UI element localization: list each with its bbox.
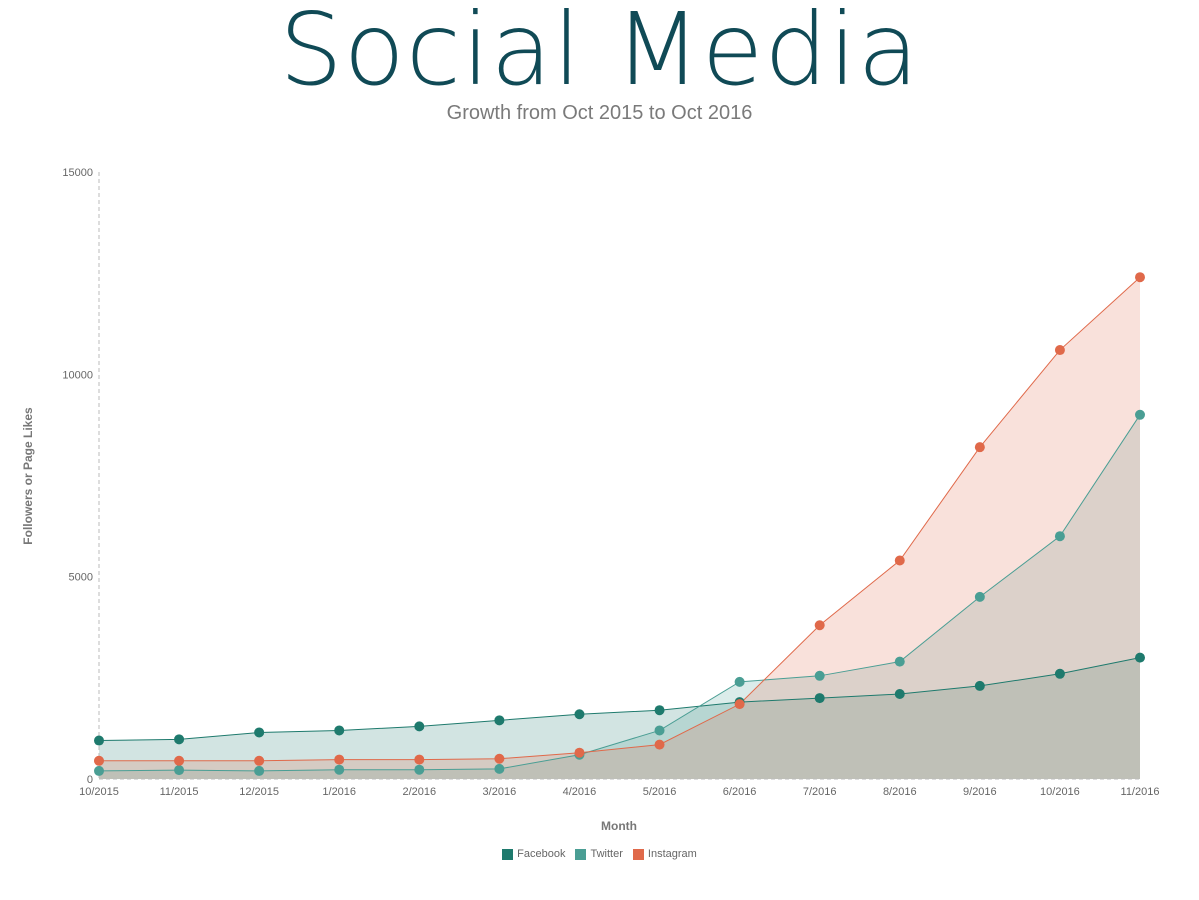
x-tick-label-2-2016: 2/2016 bbox=[402, 786, 436, 798]
point-twitter-6-2016[interactable] bbox=[734, 676, 745, 687]
point-twitter-10-2016[interactable] bbox=[1054, 531, 1065, 542]
y-tick-label-5000: 5000 bbox=[69, 572, 93, 584]
point-facebook-11-2015[interactable] bbox=[174, 734, 185, 745]
point-instagram-8-2016[interactable] bbox=[894, 555, 905, 566]
point-instagram-5-2016[interactable] bbox=[654, 739, 665, 750]
point-facebook-8-2016[interactable] bbox=[894, 689, 905, 700]
point-instagram-11-2016[interactable] bbox=[1135, 272, 1145, 283]
point-twitter-7-2016[interactable] bbox=[814, 670, 825, 681]
y-tick-label-15000: 15000 bbox=[62, 167, 93, 179]
x-tick-label-1-2016: 1/2016 bbox=[322, 786, 356, 798]
legend-item-facebook[interactable]: Facebook bbox=[502, 848, 565, 860]
series-points bbox=[94, 272, 1145, 776]
x-tick-label-5-2016: 5/2016 bbox=[643, 786, 677, 798]
point-twitter-2-2016[interactable] bbox=[414, 764, 425, 775]
x-tick-label-3-2016: 3/2016 bbox=[483, 786, 517, 798]
point-twitter-8-2016[interactable] bbox=[894, 656, 905, 667]
legend-item-twitter[interactable]: Twitter bbox=[575, 848, 623, 860]
point-facebook-12-2015[interactable] bbox=[254, 727, 265, 738]
x-tick-label-11-2016: 11/2016 bbox=[1121, 786, 1160, 798]
point-facebook-10-2016[interactable] bbox=[1054, 668, 1065, 679]
x-axis-title: Month bbox=[601, 819, 637, 833]
line-twitter bbox=[98, 414, 1141, 772]
point-twitter-10-2015[interactable] bbox=[94, 765, 104, 776]
legend-swatch-twitter bbox=[575, 848, 587, 860]
point-instagram-9-2016[interactable] bbox=[974, 442, 985, 453]
area-twitter bbox=[99, 414, 1140, 779]
point-instagram-12-2015[interactable] bbox=[254, 755, 265, 766]
point-instagram-4-2016[interactable] bbox=[574, 747, 585, 758]
page-subtitle: Growth from Oct 2015 to Oct 2016 bbox=[446, 102, 753, 124]
x-tick-label-11-2015: 11/2015 bbox=[160, 786, 199, 798]
page-title: Social Media bbox=[279, 0, 920, 108]
point-facebook-7-2016[interactable] bbox=[814, 693, 825, 704]
x-tick-label-8-2016: 8/2016 bbox=[883, 786, 917, 798]
x-tick-label-7-2016: 7/2016 bbox=[803, 786, 837, 798]
legend-label-instagram: Instagram bbox=[647, 848, 697, 860]
point-twitter-11-2016[interactable] bbox=[1135, 409, 1145, 420]
y-tick-label-10000: 10000 bbox=[62, 369, 93, 381]
series-areas bbox=[99, 277, 1140, 779]
line-instagram bbox=[99, 276, 1141, 762]
line-facebook bbox=[98, 657, 1141, 742]
point-facebook-4-2016[interactable] bbox=[574, 709, 585, 720]
point-instagram-11-2015[interactable] bbox=[174, 755, 185, 766]
point-facebook-3-2016[interactable] bbox=[494, 715, 505, 726]
axes bbox=[98, 172, 1140, 780]
x-tick-label-4-2016: 4/2016 bbox=[563, 786, 597, 798]
legend-item-instagram[interactable]: Instagram bbox=[632, 848, 697, 860]
point-instagram-7-2016[interactable] bbox=[814, 620, 825, 631]
point-twitter-11-2015[interactable] bbox=[174, 765, 185, 776]
point-instagram-1-2016[interactable] bbox=[334, 754, 345, 765]
x-tick-label-6-2016: 6/2016 bbox=[723, 786, 757, 798]
x-tick-label-9-2016: 9/2016 bbox=[963, 786, 997, 798]
point-facebook-9-2016[interactable] bbox=[974, 680, 985, 691]
point-facebook-1-2016[interactable] bbox=[334, 725, 345, 736]
point-twitter-1-2016[interactable] bbox=[334, 764, 345, 775]
x-tick-label-10-2015: 10/2015 bbox=[79, 786, 119, 798]
area-instagram bbox=[99, 277, 1140, 779]
point-facebook-2-2016[interactable] bbox=[414, 721, 425, 732]
tick-labels: 0 5000 10000 15000 10/2015 11/2015 12/2015 1/20… bbox=[62, 167, 1159, 798]
point-twitter-9-2016[interactable] bbox=[974, 591, 985, 602]
point-instagram-6-2016[interactable] bbox=[734, 699, 745, 710]
legend-label-facebook: Facebook bbox=[517, 848, 566, 860]
point-instagram-10-2015[interactable] bbox=[94, 755, 104, 766]
point-instagram-2-2016[interactable] bbox=[414, 754, 425, 765]
x-tick-label-12-2015: 12/2015 bbox=[239, 786, 279, 798]
point-facebook-5-2016[interactable] bbox=[654, 705, 665, 716]
area-facebook bbox=[99, 657, 1140, 779]
legend-label-twitter: Twitter bbox=[590, 848, 623, 860]
point-instagram-3-2016[interactable] bbox=[494, 753, 505, 764]
x-tick-label-10-2016: 10/2016 bbox=[1040, 786, 1080, 798]
point-twitter-3-2016[interactable] bbox=[494, 763, 505, 774]
legend-swatch-facebook bbox=[502, 848, 514, 860]
point-facebook-11-2016[interactable] bbox=[1135, 652, 1145, 663]
point-instagram-10-2016[interactable] bbox=[1054, 345, 1065, 356]
y-axis-title: Followers or Page Likes bbox=[21, 407, 35, 545]
point-twitter-5-2016[interactable] bbox=[654, 725, 665, 736]
series-lines bbox=[98, 276, 1141, 772]
point-facebook-10-2015[interactable] bbox=[94, 735, 104, 746]
legend-swatch-instagram bbox=[632, 848, 644, 860]
legend: Facebook Twitter Instagram bbox=[0, 848, 1199, 860]
y-tick-label-0: 0 bbox=[87, 774, 93, 786]
point-twitter-12-2015[interactable] bbox=[254, 765, 265, 776]
